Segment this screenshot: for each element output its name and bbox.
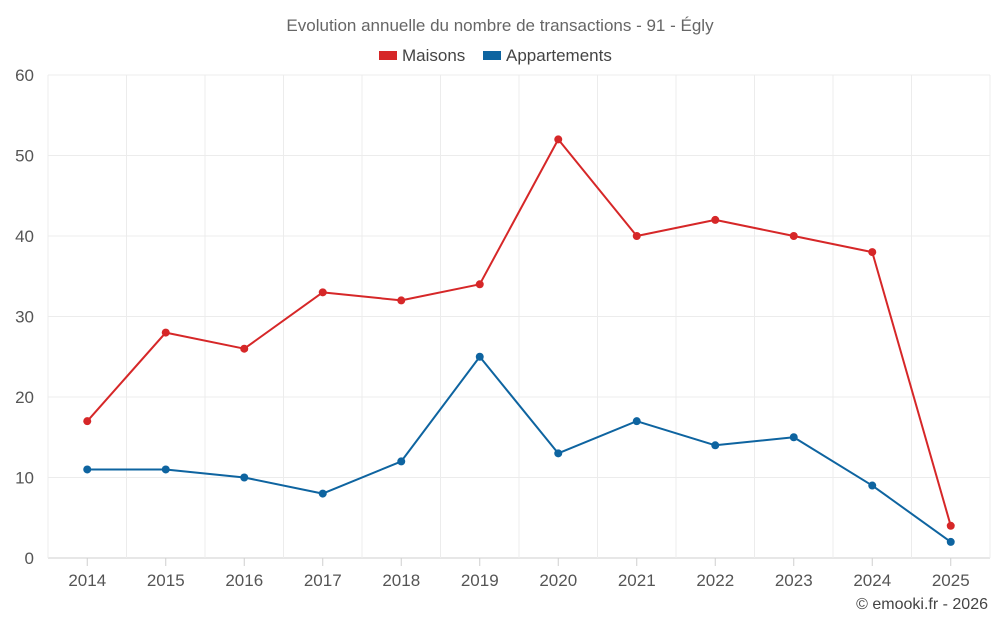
data-point-appartements[interactable]	[161, 465, 170, 474]
x-tick-label: 2018	[382, 571, 420, 590]
y-tick-label: 10	[15, 469, 34, 488]
legend-swatch-appartements	[483, 51, 501, 60]
x-tick-label: 2020	[539, 571, 577, 590]
x-tick-label: 2019	[461, 571, 499, 590]
legend-item-appartements[interactable]: Appartements	[483, 46, 612, 65]
data-point-appartements[interactable]	[318, 489, 327, 498]
legend-label-maisons: Maisons	[402, 46, 465, 65]
data-point-appartements[interactable]	[711, 441, 720, 450]
data-point-maisons[interactable]	[240, 344, 249, 353]
data-point-maisons[interactable]	[83, 417, 92, 426]
y-tick-label: 40	[15, 227, 34, 246]
x-tick-label: 2025	[932, 571, 970, 590]
chart-title: Evolution annuelle du nombre de transact…	[286, 16, 714, 35]
x-tick-label: 2015	[147, 571, 185, 590]
data-point-appartements[interactable]	[475, 352, 484, 361]
grid	[47, 74, 991, 559]
series-layer	[83, 135, 955, 546]
y-tick-label: 0	[25, 549, 34, 568]
x-tick-label: 2014	[68, 571, 106, 590]
data-point-maisons[interactable]	[632, 232, 641, 240]
data-point-maisons[interactable]	[946, 521, 955, 530]
data-point-maisons[interactable]	[475, 280, 484, 289]
data-point-appartements[interactable]	[946, 537, 955, 546]
data-point-maisons[interactable]	[789, 232, 798, 240]
data-point-appartements[interactable]	[868, 481, 877, 490]
data-point-maisons[interactable]	[318, 288, 327, 297]
x-axis: 2014 2015 2016 2017 2018 2019 2020 2021 2022 2023…	[68, 558, 970, 590]
legend-item-maisons[interactable]: Maisons	[379, 46, 465, 65]
x-tick-label: 2023	[775, 571, 813, 590]
x-tick-label: 2016	[225, 571, 263, 590]
y-tick-label: 60	[15, 66, 34, 85]
credit-text: © emooki.fr - 2026	[856, 596, 988, 613]
data-point-maisons[interactable]	[554, 135, 563, 144]
data-point-appartements[interactable]	[554, 449, 563, 458]
data-point-appartements[interactable]	[240, 473, 249, 482]
y-tick-label: 30	[15, 308, 34, 327]
series-line-appartements	[87, 355, 952, 543]
legend-label-appartements: Appartements	[506, 46, 612, 65]
data-point-appartements[interactable]	[632, 417, 641, 426]
legend-swatch-maisons	[379, 51, 397, 60]
data-point-maisons[interactable]	[711, 215, 720, 224]
data-point-maisons[interactable]	[868, 248, 877, 257]
y-tick-label: 50	[15, 147, 34, 166]
x-tick-label: 2017	[304, 571, 342, 590]
data-point-appartements[interactable]	[83, 465, 92, 474]
y-tick-label: 20	[15, 388, 34, 407]
data-point-appartements[interactable]	[397, 457, 406, 466]
series-line-maisons	[86, 138, 952, 527]
legend: Maisons Appartements	[379, 46, 612, 65]
data-point-appartements[interactable]	[789, 433, 798, 442]
x-tick-label: 2024	[853, 571, 891, 590]
y-axis: 0 10 20 30 40 50 60	[15, 66, 34, 568]
x-tick-label: 2021	[618, 571, 656, 590]
data-point-maisons[interactable]	[161, 328, 170, 337]
data-point-maisons[interactable]	[397, 296, 406, 305]
x-tick-label: 2022	[696, 571, 734, 590]
